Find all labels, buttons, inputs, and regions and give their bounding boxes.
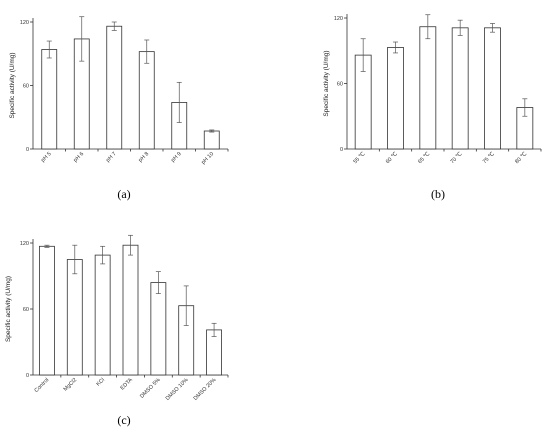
bar xyxy=(419,26,437,150)
panel-c-chart: 0 60 120 Specific activity (U/mg) Control MgC… xyxy=(5,234,229,427)
y-tick-label: 120 xyxy=(20,241,29,247)
y-axis-label: Specific activity (U/mg) xyxy=(9,52,16,118)
category-label: pH 9 xyxy=(170,151,182,163)
bar xyxy=(150,282,167,376)
category-label: DMSO 5% xyxy=(139,377,162,400)
category-label: 55 ℃ xyxy=(353,151,368,166)
y-tick-label: 60 xyxy=(23,84,29,90)
bar xyxy=(66,259,83,376)
category-label: 80 ℃ xyxy=(514,151,529,166)
category-label: EDTA xyxy=(120,377,135,392)
category-label: pH 7 xyxy=(105,151,117,163)
bar xyxy=(106,25,123,150)
y-tick-label: 0 xyxy=(26,373,29,379)
bar xyxy=(41,49,58,150)
y-tick-label: 0 xyxy=(26,147,29,153)
bar xyxy=(451,27,469,150)
bar xyxy=(387,47,404,150)
y-axis-label: Specific activity (U/mg) xyxy=(323,50,330,116)
panel-a-chart: 0 60 120 Specific activity (U/mg) pH 5 pH 6 pH… xyxy=(9,16,229,201)
bar xyxy=(203,130,220,150)
category-label: 70 ℃ xyxy=(450,151,465,166)
category-label: Control xyxy=(34,377,51,394)
bar xyxy=(484,27,501,150)
category-label: DMSO 10% xyxy=(165,377,190,402)
bar xyxy=(39,245,55,376)
panel-b-chart: 0 60 120 Specific activity (U/mg) 55 ℃ 60 ℃ 65… xyxy=(323,14,542,201)
category-label: MgCl2 xyxy=(63,377,78,392)
y-tick-label: 60 xyxy=(337,82,343,88)
category-label: 60 ℃ xyxy=(385,151,400,166)
category-label: 65 ℃ xyxy=(417,151,432,166)
category-label: pH 6 xyxy=(73,151,85,163)
y-tick-label: 120 xyxy=(334,16,343,22)
category-label: pH 10 xyxy=(201,151,216,166)
category-label: KCl xyxy=(96,377,107,388)
y-tick-label: 120 xyxy=(20,20,29,26)
panel-label: (b) xyxy=(431,187,445,201)
category-label: pH 8 xyxy=(138,151,150,163)
panel-label: (c) xyxy=(117,413,130,427)
bar xyxy=(94,254,111,376)
y-tick-label: 0 xyxy=(340,147,343,153)
category-label: 75 ℃ xyxy=(482,151,497,166)
panel-label: (a) xyxy=(117,187,130,201)
bar xyxy=(122,244,139,376)
bar xyxy=(138,51,155,150)
category-label: pH 5 xyxy=(40,151,52,163)
y-tick-label: 60 xyxy=(23,307,29,313)
y-axis-label: Specific activity (U/mg) xyxy=(5,276,12,342)
category-label: DMSO 20% xyxy=(193,377,218,402)
